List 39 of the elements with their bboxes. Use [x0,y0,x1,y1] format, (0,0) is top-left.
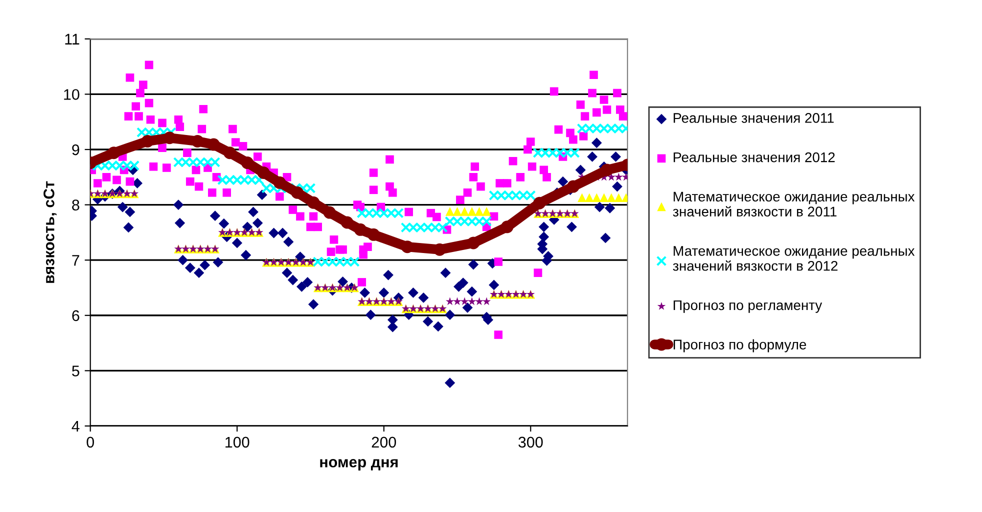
x-tick-label: 0 [86,436,94,448]
point [307,196,320,209]
x-tick-label: 200 [372,436,396,448]
point [291,186,304,199]
point [600,164,614,176]
legend-label: Математическое ожидание реальных значений вязкости в 2012 [672,246,915,271]
point [367,228,380,241]
point [323,206,336,219]
x-tick-label: 100 [226,436,250,448]
y-axis-title: вязкость, сСт [44,181,57,283]
legend-label: Математическое ожидание реальных значений вязкости в 2011 [672,192,915,217]
y-tick-label: 5 [72,366,80,376]
point [163,132,176,144]
x-tick-label: 300 [518,436,543,448]
y-tick-label: 7 [72,255,80,266]
point [340,216,354,229]
point [257,166,270,179]
point [241,156,254,170]
legend-label: Прогноз по формуле [674,339,806,352]
legend-label: Прогноз по регламенту [674,300,822,313]
y-tick-label: 10 [64,89,80,100]
point [207,138,220,151]
y-tick-label: 6 [72,310,80,322]
legend-label: Реальные значения 2011 [674,113,834,123]
legend-label: Реальные значения 2012 [674,152,835,162]
point [141,134,154,148]
y-tick-label: 11 [65,34,80,44]
x-axis-title: номер дня [320,459,398,470]
point [224,146,236,160]
point [533,196,546,210]
y-tick-label: 8 [72,200,80,210]
y-tick-label: 9 [72,144,80,156]
point [500,220,514,234]
y-tick-label: 4 [72,421,80,432]
point [354,223,367,236]
point [273,176,286,189]
point [566,180,580,193]
point [467,236,480,250]
point [108,146,120,160]
